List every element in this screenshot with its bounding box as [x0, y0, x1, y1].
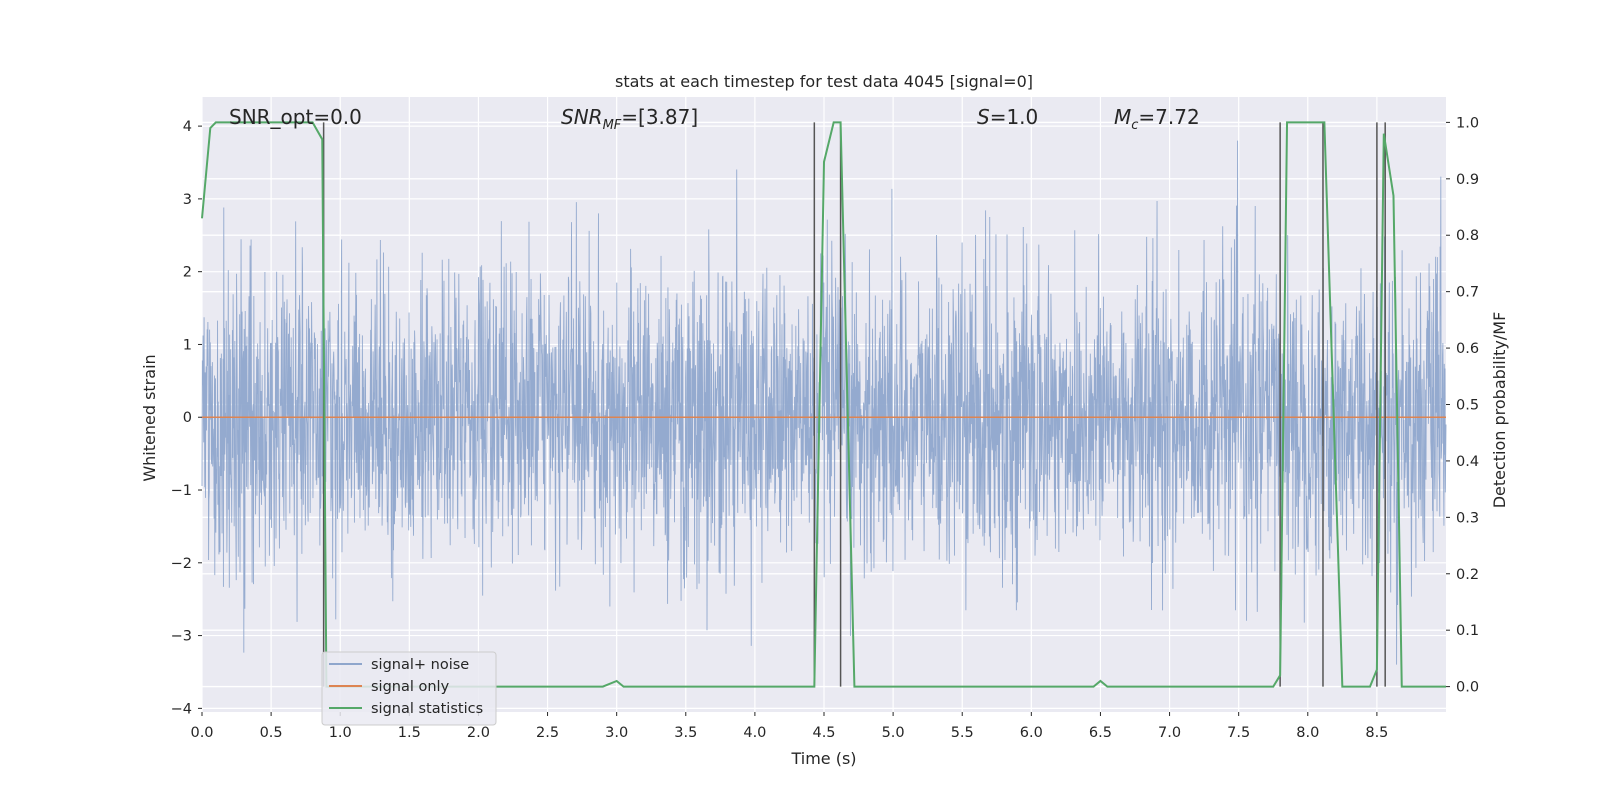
chart-title: stats at each timestep for test data 404… [615, 72, 1033, 91]
x-tick-label: 2.5 [536, 725, 559, 741]
x-tick-labels: 0.0 0.5 1.0 1.5 2.0 2.5 3.0 3.5 4.0 4.5 5.0 5.5 6.0 6… [190, 712, 1388, 741]
y-tick-label: 1 [183, 337, 192, 353]
y2-tick-label: 0.9 [1456, 172, 1479, 188]
annotation-mc: Mc=7.72 [1114, 105, 1200, 133]
y2-axis-label: Detection probability/MF [1490, 312, 1509, 509]
y2-tick-label: 0.8 [1456, 228, 1479, 244]
annotation-snr-mf: SNRMF=[3.87] [561, 105, 698, 133]
y2-tick-label: 0.0 [1456, 680, 1479, 696]
y2-tick-label: 0.4 [1456, 454, 1479, 470]
y2-tick-label: 0.1 [1456, 623, 1479, 639]
statistics-line [201, 121, 1446, 688]
y2-tick-label: 1.0 [1456, 115, 1479, 131]
x-tick-label: 3.0 [605, 725, 628, 741]
y2-tick-label: 0.3 [1456, 510, 1479, 526]
statistics-path [201, 121, 1446, 688]
y-tick-label: 3 [183, 192, 192, 208]
annotation-snr-mf-sub: MF [603, 118, 622, 133]
y2-tick-label: 0.6 [1456, 341, 1479, 357]
y-tick-labels: 4 3 2 1 0 −1 −2 −3 −4 [171, 119, 202, 717]
x-tick-label: 8.5 [1365, 725, 1388, 741]
x-tick-label: 0.5 [260, 725, 283, 741]
x-tick-label: 6.0 [1020, 725, 1043, 741]
x-tick-label: 3.5 [674, 725, 697, 741]
y-tick-label: −1 [171, 483, 192, 499]
x-tick-label: 4.0 [743, 725, 766, 741]
y2-tick-label: 0.7 [1456, 285, 1479, 301]
legend: signal+ noise signal only signal statist… [321, 651, 497, 726]
x-tick-label: 0.0 [190, 725, 213, 741]
y-tick-label: −3 [171, 629, 192, 645]
annotation-snr-opt: SNR_opt=0.0 [229, 105, 362, 129]
annotation-mc-main: M [1114, 105, 1131, 129]
noise-trace [201, 140, 1447, 665]
x-tick-label: 5.5 [951, 725, 974, 741]
legend-box [321, 651, 497, 726]
x-tick-label: 4.5 [812, 725, 835, 741]
y-tick-label: 2 [183, 265, 192, 281]
y-axis-label: Whitened strain [140, 354, 159, 481]
x-tick-label: 6.5 [1089, 725, 1112, 741]
annotation-s-main: S [977, 105, 990, 129]
annotation-snr-mf-main: SNR [561, 105, 603, 129]
annotation-mc-sub: c [1131, 118, 1138, 133]
legend-label-signal: signal only [371, 679, 450, 695]
y-tick-label: −2 [171, 556, 192, 572]
y-tick-label: 0 [183, 410, 192, 426]
noise-trace-path [201, 140, 1447, 665]
x-axis-label: Time (s) [790, 749, 856, 768]
x-tick-label: 8.0 [1296, 725, 1319, 741]
annotation-snr-mf-value: =[3.87] [621, 105, 698, 129]
annotation-s-value: =1.0 [990, 105, 1039, 129]
y2-tick-labels: 1.0 0.9 0.8 0.7 0.6 0.5 0.4 0.3 0.2 0.1 0.0 [1446, 115, 1479, 696]
legend-label-statistics: signal statistics [371, 701, 483, 717]
x-tick-label: 7.0 [1158, 725, 1181, 741]
y-tick-label: 4 [183, 119, 192, 135]
legend-label-noise: signal+ noise [371, 657, 469, 673]
y2-tick-label: 0.5 [1456, 398, 1479, 414]
x-tick-label: 1.0 [329, 725, 352, 741]
x-tick-label: 1.5 [398, 725, 421, 741]
x-tick-label: 2.0 [467, 725, 490, 741]
annotation-s: S=1.0 [977, 105, 1038, 129]
y2-tick-label: 0.2 [1456, 567, 1479, 583]
x-tick-label: 5.0 [882, 725, 905, 741]
x-tick-label: 7.5 [1227, 725, 1250, 741]
y-tick-label: −4 [171, 701, 192, 717]
annotation-mc-value: =7.72 [1138, 105, 1199, 129]
